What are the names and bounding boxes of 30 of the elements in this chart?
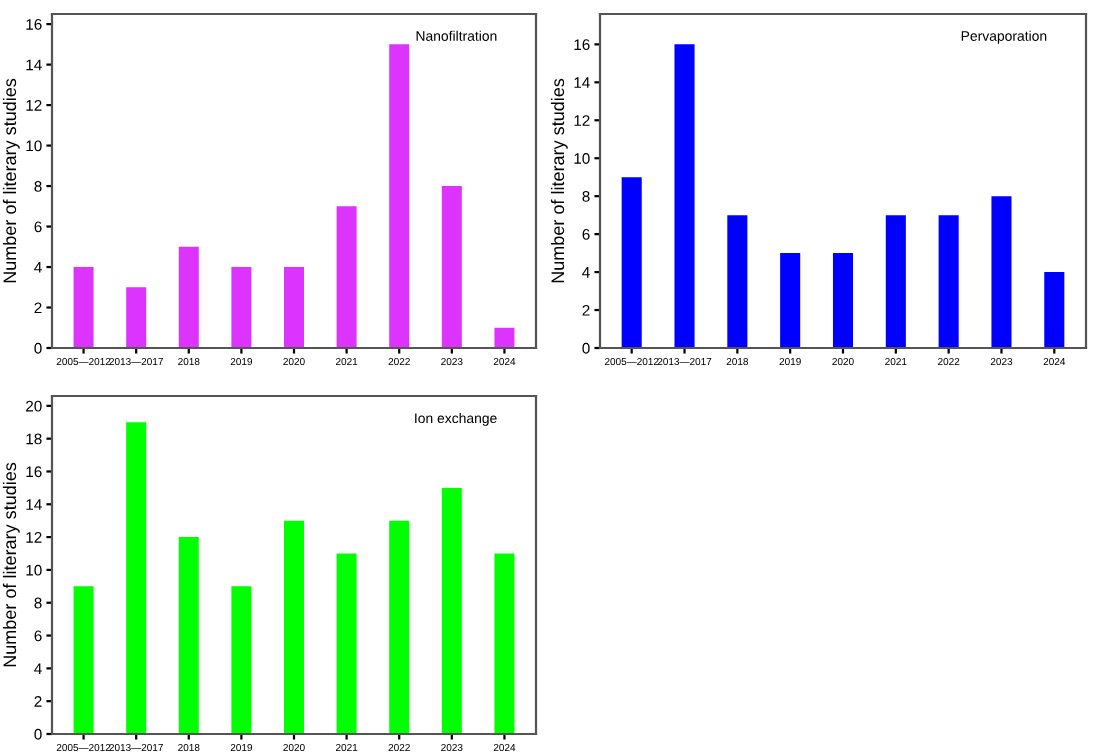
bar (73, 586, 94, 734)
bar (231, 586, 252, 734)
bar (727, 215, 748, 348)
bar (494, 553, 515, 734)
bar (284, 520, 304, 734)
bar (126, 422, 147, 734)
bar (885, 215, 906, 348)
bar (494, 327, 515, 348)
bar (284, 267, 304, 348)
bar (73, 267, 94, 348)
bar (336, 206, 357, 348)
bar (441, 186, 462, 348)
y-axis-title: Number of literary studies (550, 78, 568, 283)
bar (389, 44, 410, 348)
bar (1044, 272, 1065, 348)
bar (938, 215, 959, 348)
bar (126, 287, 147, 348)
bar (178, 246, 199, 348)
bar (674, 44, 695, 348)
bar (178, 537, 199, 734)
y-axis-title: Number of literary studies (2, 78, 20, 283)
bar (832, 253, 854, 348)
bar (991, 196, 1012, 348)
bar (441, 487, 462, 734)
bar (231, 267, 252, 348)
y-axis-title: Number of literary studies (2, 462, 20, 667)
bar (621, 177, 642, 348)
bar (389, 520, 410, 734)
bar (780, 253, 801, 348)
bar (336, 553, 357, 734)
